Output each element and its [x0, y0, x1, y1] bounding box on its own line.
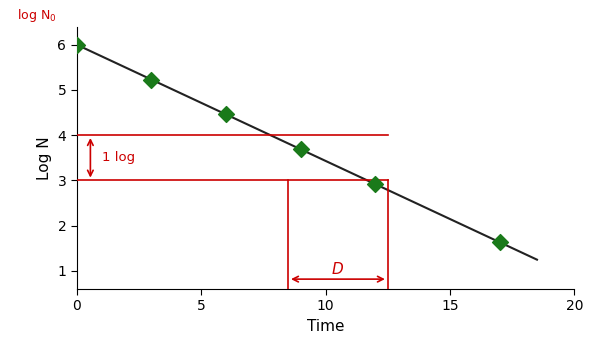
Y-axis label: Log N: Log N	[37, 136, 52, 180]
Text: log N$_0$: log N$_0$	[17, 7, 57, 24]
X-axis label: Time: Time	[307, 319, 344, 334]
Point	[147, 77, 156, 82]
Point	[296, 147, 306, 152]
Point	[221, 112, 231, 117]
Point	[371, 181, 380, 187]
Point	[72, 42, 81, 47]
Text: D: D	[332, 262, 344, 277]
Point	[495, 239, 504, 245]
Text: 1 log: 1 log	[101, 151, 135, 164]
